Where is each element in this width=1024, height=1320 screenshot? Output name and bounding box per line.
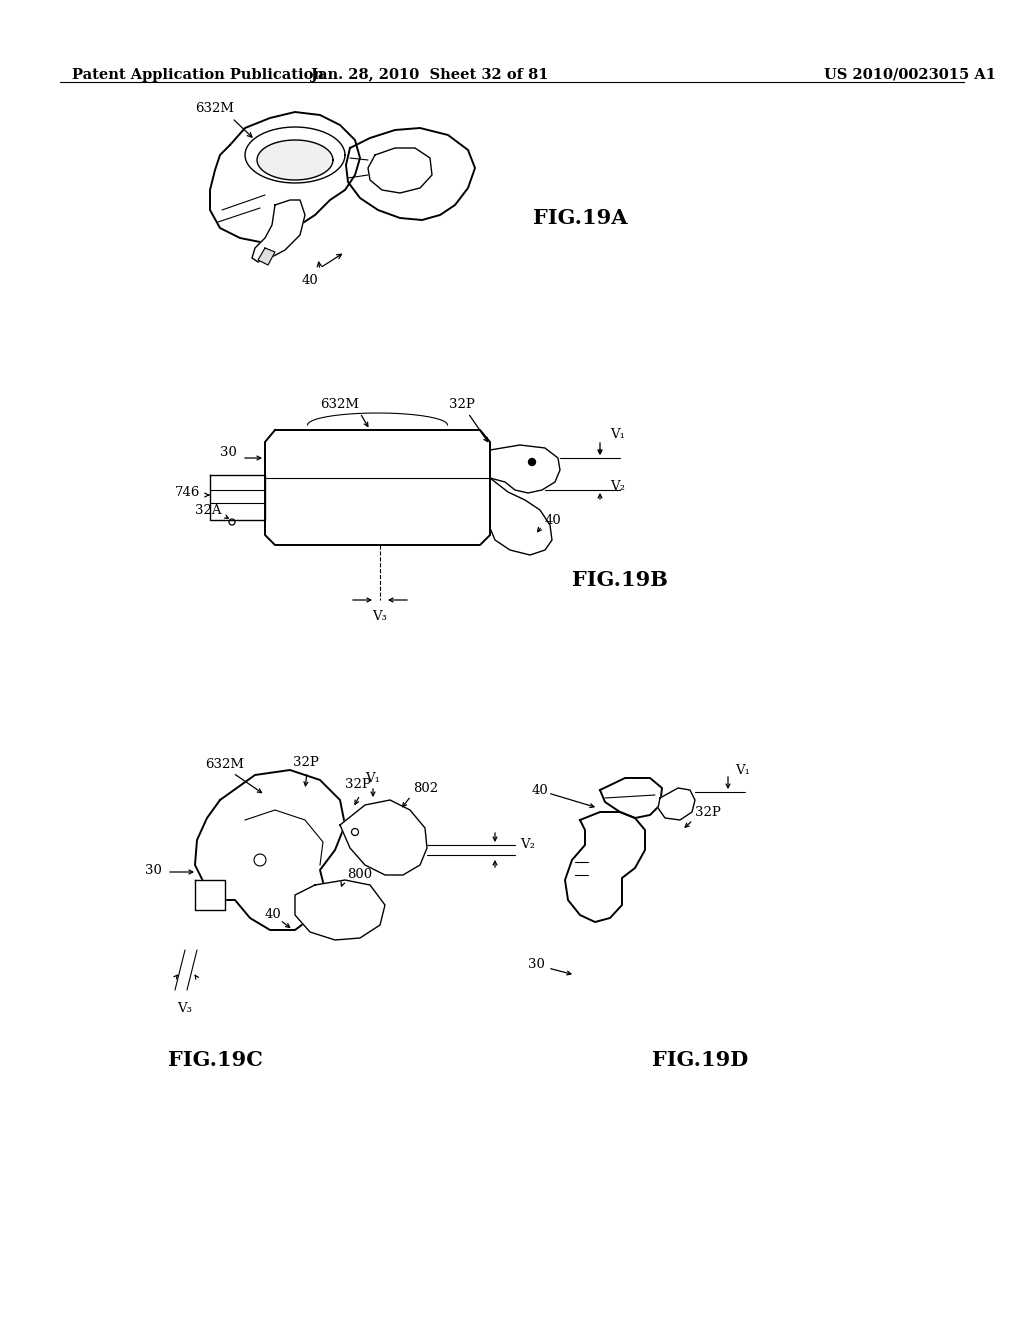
Polygon shape: [490, 445, 560, 492]
Text: 40: 40: [302, 273, 318, 286]
Polygon shape: [490, 478, 552, 554]
Polygon shape: [658, 788, 695, 820]
Text: V₂: V₂: [520, 838, 535, 851]
Text: V₁: V₁: [610, 429, 625, 441]
Text: V₁: V₁: [365, 771, 380, 784]
Text: 32P: 32P: [450, 397, 475, 411]
Polygon shape: [295, 880, 385, 940]
Text: 632M: 632M: [321, 399, 359, 412]
Polygon shape: [210, 112, 360, 242]
Text: 800: 800: [347, 869, 372, 882]
Text: 30: 30: [220, 446, 237, 458]
Text: Patent Application Publication: Patent Application Publication: [72, 69, 324, 82]
Polygon shape: [340, 800, 427, 875]
Text: 632M: 632M: [195, 102, 234, 115]
Polygon shape: [195, 880, 225, 909]
Text: 40: 40: [532, 784, 549, 796]
Polygon shape: [257, 140, 333, 180]
Polygon shape: [252, 201, 305, 261]
Text: Jan. 28, 2010  Sheet 32 of 81: Jan. 28, 2010 Sheet 32 of 81: [311, 69, 549, 82]
Text: V₂: V₂: [610, 479, 625, 492]
Text: 40: 40: [545, 513, 562, 527]
Text: V₃: V₃: [177, 1002, 191, 1015]
Text: 32P: 32P: [695, 805, 721, 818]
Text: US 2010/0023015 A1: US 2010/0023015 A1: [824, 69, 996, 82]
Polygon shape: [195, 770, 345, 931]
Text: 30: 30: [528, 958, 545, 972]
Polygon shape: [368, 148, 432, 193]
Text: FIG.19C: FIG.19C: [168, 1049, 262, 1071]
Text: 802: 802: [413, 781, 438, 795]
Text: V₁: V₁: [735, 763, 750, 776]
Text: FIG.19B: FIG.19B: [572, 570, 668, 590]
Text: 30: 30: [145, 863, 162, 876]
Polygon shape: [565, 812, 645, 921]
Text: FIG.19A: FIG.19A: [532, 209, 628, 228]
Text: 632M: 632M: [205, 759, 244, 771]
Text: V₃: V₃: [372, 610, 387, 623]
Text: 746: 746: [175, 486, 201, 499]
Polygon shape: [245, 127, 345, 183]
Text: 40: 40: [265, 908, 282, 921]
Polygon shape: [600, 777, 662, 818]
Polygon shape: [265, 430, 490, 545]
Polygon shape: [346, 128, 475, 220]
Text: 32P: 32P: [293, 755, 318, 768]
Text: FIG.19D: FIG.19D: [652, 1049, 749, 1071]
Polygon shape: [210, 475, 265, 520]
Polygon shape: [258, 248, 275, 265]
Circle shape: [528, 458, 536, 466]
Text: 32P: 32P: [345, 779, 371, 792]
Text: 32A: 32A: [195, 503, 221, 516]
